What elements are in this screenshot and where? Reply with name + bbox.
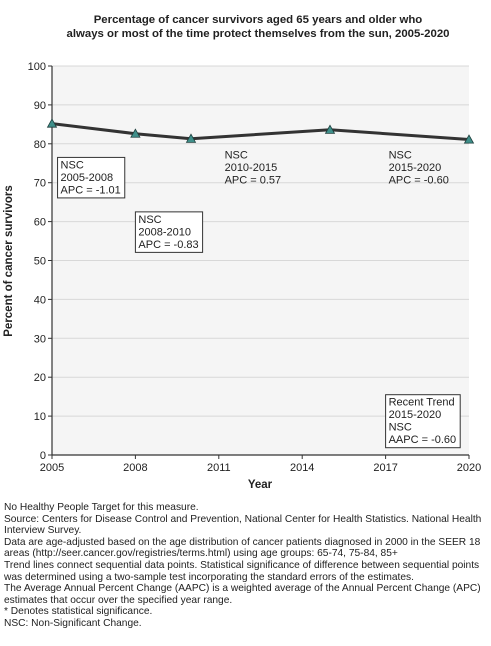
y-tick-label: 50 [34, 256, 46, 268]
y-tick-label: 40 [34, 294, 46, 306]
annotation-text: 2010-2015 [225, 162, 278, 174]
y-tick-label: 80 [34, 139, 46, 151]
axes [48, 65, 470, 459]
y-tick-label: 60 [34, 217, 46, 229]
x-tick-label: 2020 [457, 462, 481, 474]
y-tick-label: 20 [34, 372, 46, 384]
annotation-text: APC = 0.57 [225, 175, 282, 187]
data-point-marker [185, 133, 197, 143]
annotation-text: APC = -0.83 [138, 239, 198, 251]
tick-labels: 0 10 20 30 40 50 60 70 80 90 100 2005 2008 2011 2014 20… [28, 61, 482, 474]
annotation-text: Recent Trend [389, 397, 455, 409]
annotation-box [134, 211, 204, 253]
x-tick-label: 2017 [373, 462, 397, 474]
annotation-text: AAPC = -0.60 [389, 434, 457, 446]
annotation-text: 2008-2010 [138, 226, 191, 238]
x-tick-label: 2014 [290, 462, 314, 474]
annotation-text: NSC [61, 159, 84, 171]
data-point-marker [130, 128, 141, 138]
y-tick-label: 30 [34, 333, 46, 345]
chart-title-line-2: always or most of the time protect thems… [67, 28, 450, 40]
annotation-text: 2005-2008 [61, 172, 114, 184]
data-series [46, 118, 475, 144]
footnote-aapc: The Average Annual Percent Change (AAPC)… [4, 583, 481, 606]
footnote-age-adjusted: Data are age-adjusted based on the age d… [4, 536, 481, 560]
annotation-text: 2015-2020 [389, 162, 442, 174]
footnote-source: Source: Centers for Disease Control and … [4, 513, 482, 537]
grid [52, 65, 469, 417]
y-tick-label: 100 [28, 61, 46, 73]
annotation-text: NSC [138, 214, 161, 226]
data-point-marker [46, 118, 58, 128]
y-tick-label: 70 [34, 178, 46, 190]
y-tick-label: 0 [40, 450, 46, 462]
chart-title-line-1: Percentage of cancer survivors aged 65 y… [94, 14, 423, 26]
x-tick-label: 2008 [123, 462, 147, 474]
x-tick-label: 2005 [40, 462, 64, 474]
footnotes: No Healthy People Target for this measur… [4, 502, 490, 630]
footnote-target: No Healthy People Target for this measur… [4, 502, 199, 513]
annotation-text: APC = -1.01 [61, 184, 121, 196]
data-point-marker [463, 134, 475, 144]
footnote-significance: * Denotes statistical significance. [4, 606, 153, 618]
data-point-marker [324, 124, 336, 134]
footnote-trend-lines: Trend lines connect sequential data poin… [4, 559, 480, 583]
x-tick-label: 2011 [207, 462, 231, 474]
y-tick-label: 10 [34, 411, 46, 423]
annotation-text: NSC [389, 150, 412, 162]
annotation-text: NSC [389, 422, 412, 434]
x-axis-label: Year [248, 479, 273, 491]
chart: Percentage of cancer survivors aged 65 y… [3, 14, 482, 491]
y-tick-label: 90 [34, 100, 46, 112]
annotation-box [57, 156, 126, 199]
annotation-box [385, 394, 461, 449]
annotation-text: 2015-2020 [389, 409, 442, 421]
y-axis-label: Percent of cancer survivors [3, 185, 15, 337]
annotation-text: APC = -0.60 [389, 175, 449, 187]
chart-title: Percentage of cancer survivors aged 65 y… [67, 14, 450, 40]
footnote-nsc: NSC: Non-Significant Change. [4, 617, 142, 629]
annotation-text: NSC [225, 150, 248, 162]
